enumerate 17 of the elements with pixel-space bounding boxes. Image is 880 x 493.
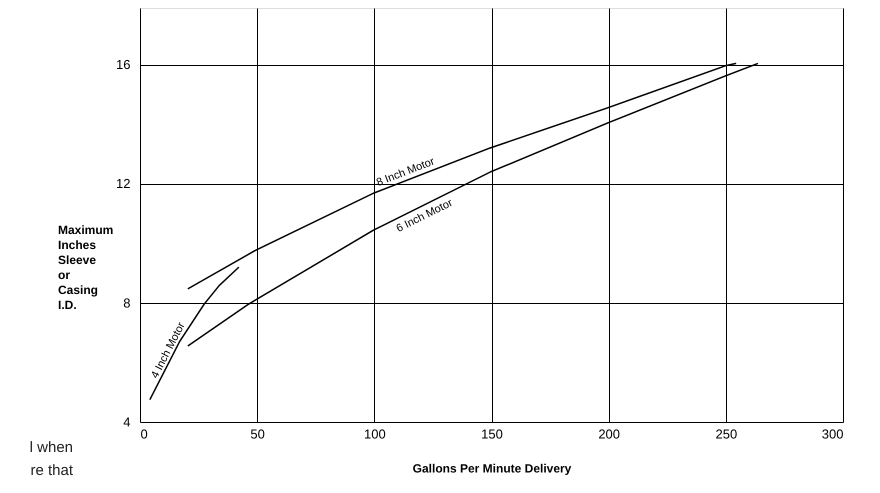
text: 6 Inch Motor bbox=[394, 196, 455, 235]
text: re that bbox=[30, 462, 74, 479]
y-tick-label: 12 bbox=[116, 176, 130, 192]
y-tick-label: 16 bbox=[116, 57, 130, 72]
x-tick-label: 250 bbox=[715, 426, 738, 442]
x-tick-label: 150 bbox=[481, 426, 503, 442]
x-tick-label: 300 bbox=[822, 426, 844, 442]
x-tick-label: 200 bbox=[598, 426, 620, 442]
x-tick-label: 100 bbox=[364, 426, 386, 442]
y-axis-title: Maximum Inches Sleeve or Casing I.D. bbox=[58, 223, 114, 312]
text: 4 Inch Motor bbox=[149, 320, 188, 380]
y-tick-label: 4 bbox=[123, 414, 130, 430]
x-axis-title: Gallons Per Minute Delivery bbox=[412, 462, 572, 476]
text: l when bbox=[30, 439, 73, 456]
x-tick-label: 50 bbox=[250, 426, 265, 442]
x-tick-label: 0 bbox=[140, 426, 148, 442]
y-tick-label: 8 bbox=[123, 295, 130, 310]
